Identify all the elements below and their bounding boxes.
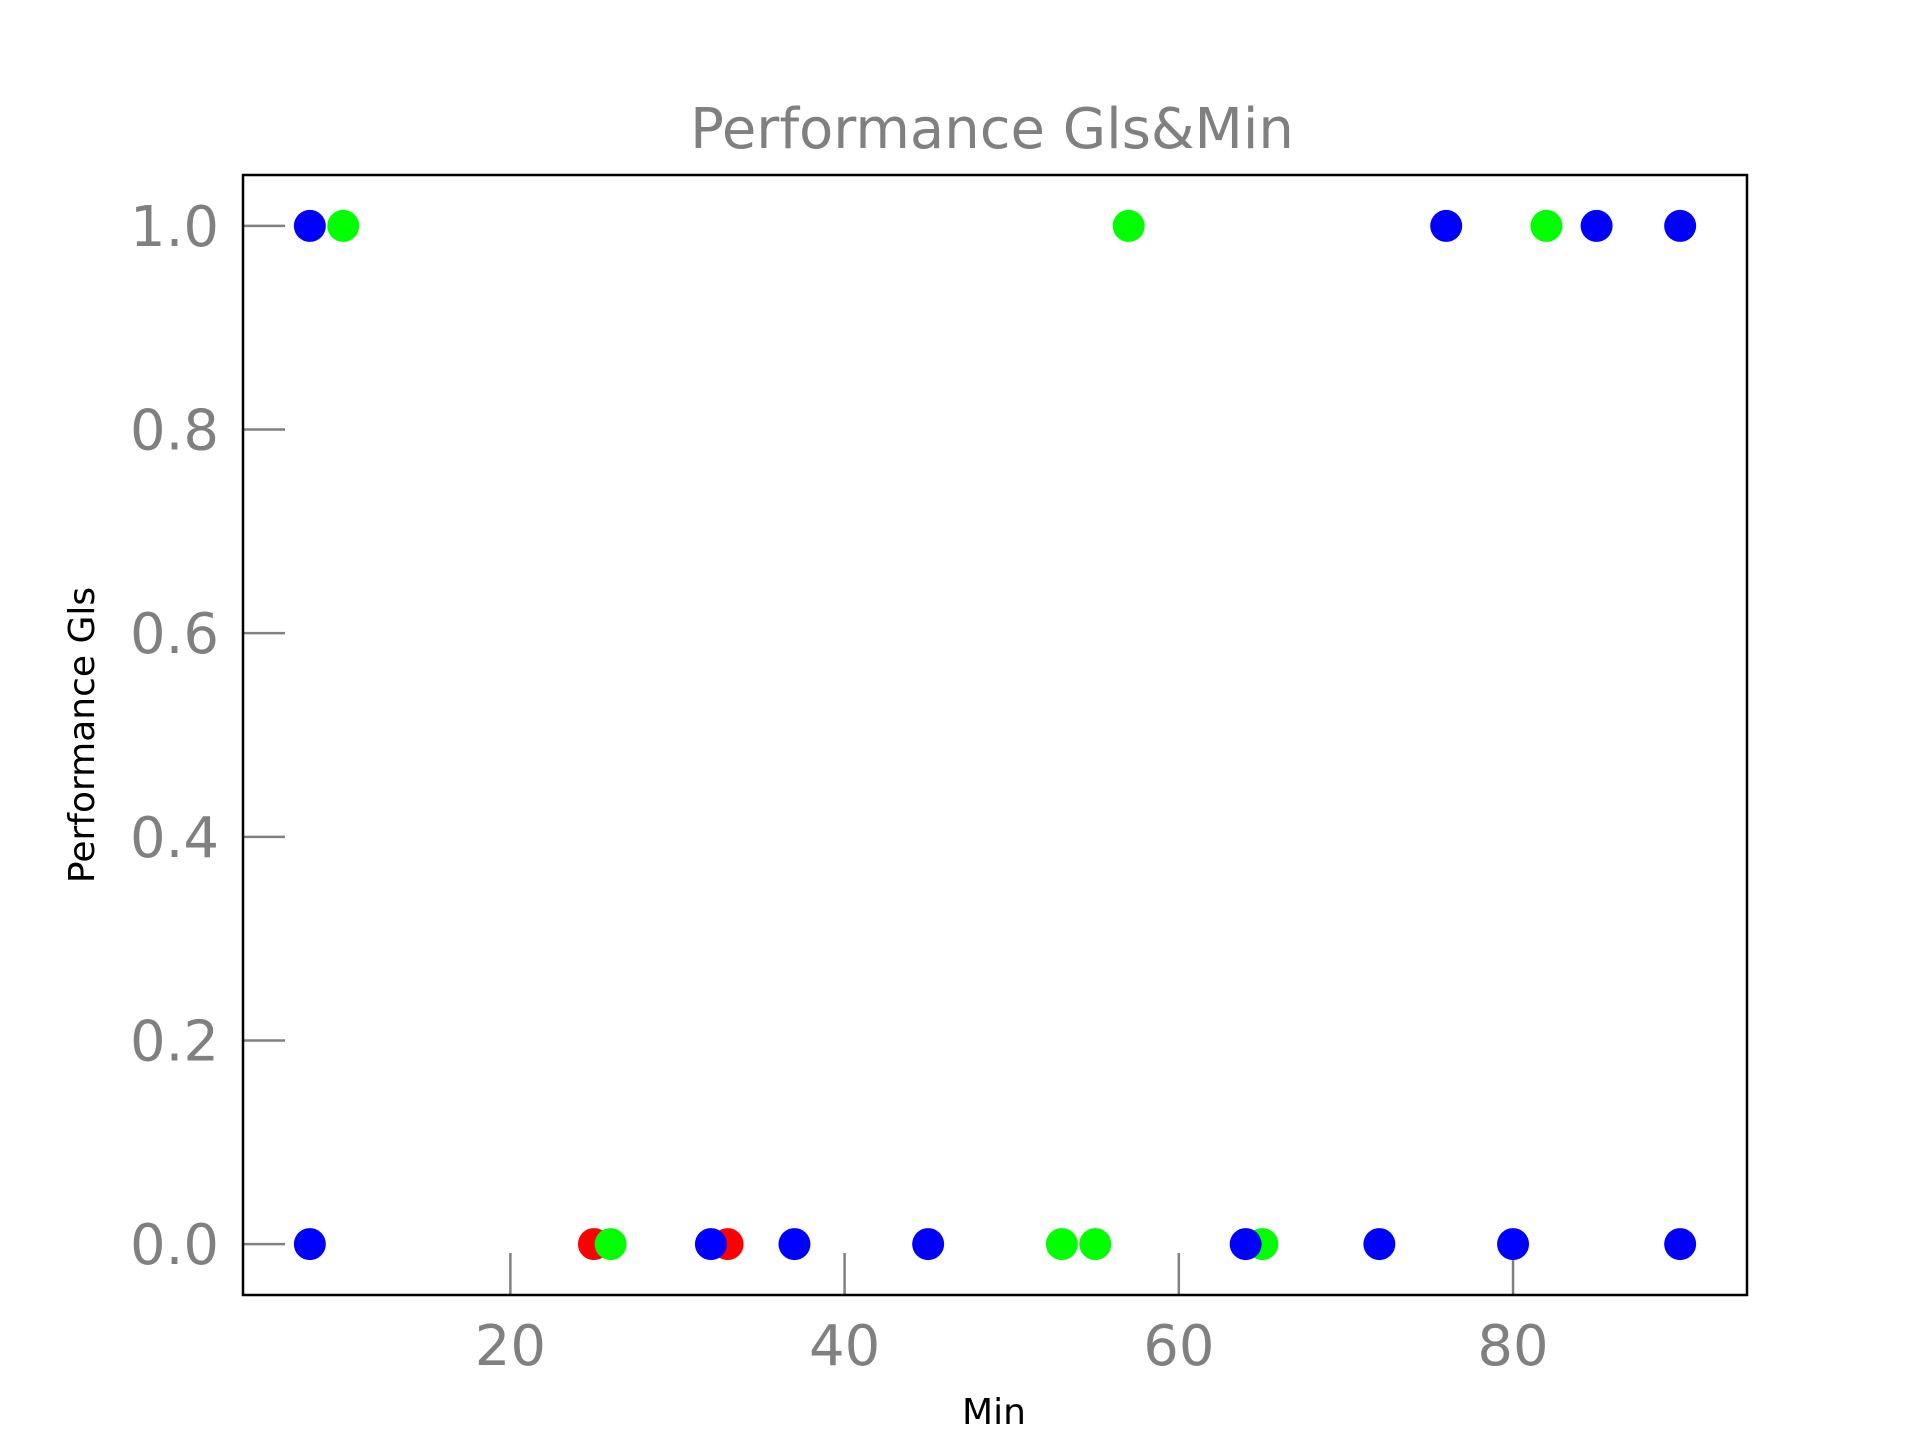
x-tick-label: 60: [1143, 1314, 1214, 1379]
data-point: [1430, 209, 1463, 242]
data-point: [778, 1228, 811, 1261]
x-tick-label: 80: [1477, 1314, 1548, 1379]
data-point: [1530, 209, 1563, 242]
y-tick-label: 0.0: [130, 1213, 219, 1278]
data-point: [1112, 209, 1145, 242]
data-point: [912, 1228, 945, 1261]
x-axis-label: Min: [962, 1392, 1026, 1433]
data-point: [327, 209, 360, 242]
y-axis-ticks: 0.0 0.2 0.4 0.6 0.8 1.0: [130, 195, 285, 1278]
data-point: [1664, 1228, 1697, 1261]
data-point: [1580, 209, 1613, 242]
chart-title: Performance Gls&Min: [690, 97, 1294, 162]
y-tick-label: 0.4: [130, 806, 219, 871]
x-tick-label: 20: [475, 1314, 546, 1379]
y-tick-label: 0.8: [130, 399, 219, 464]
y-axis-label: Performance Gls: [62, 587, 103, 883]
y-tick-label: 0.2: [130, 1009, 219, 1074]
data-point: [594, 1228, 627, 1261]
y-tick-label: 1.0: [130, 195, 219, 260]
data-points: [293, 209, 1697, 1261]
data-point: [1079, 1228, 1112, 1261]
data-point: [293, 1228, 326, 1261]
data-point: [694, 1228, 727, 1261]
data-point: [1045, 1228, 1078, 1261]
data-point: [293, 209, 326, 242]
y-tick-label: 0.6: [130, 602, 219, 667]
x-tick-label: 40: [809, 1314, 880, 1379]
data-point: [1363, 1228, 1396, 1261]
data-point: [1229, 1228, 1262, 1261]
x-axis-ticks: 20 40 60 80: [475, 1253, 1549, 1379]
data-point: [1497, 1228, 1530, 1261]
data-point: [1664, 209, 1697, 242]
plot-frame: [241, 173, 1749, 1297]
